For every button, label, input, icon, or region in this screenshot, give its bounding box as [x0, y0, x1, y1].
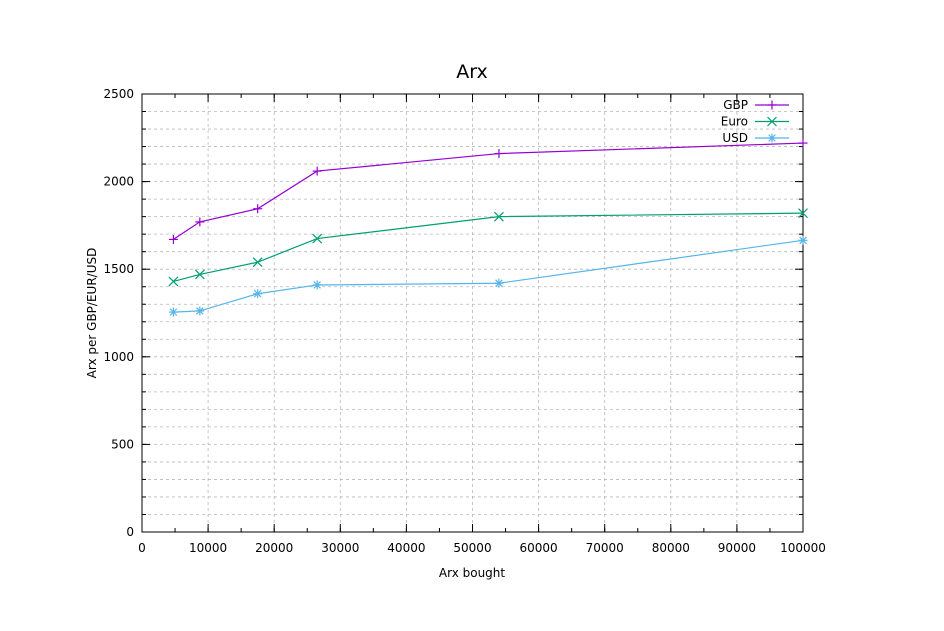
data-point-usd [312, 280, 322, 290]
data-point-gbp [195, 217, 205, 227]
y-axis-label: Arx per GBP/EUR/USD [85, 248, 99, 379]
legend-marker-euro [767, 116, 777, 127]
data-point-euro [798, 208, 808, 219]
x-tick-label: 60000 [520, 541, 558, 555]
y-tick-label: 1000 [103, 350, 134, 364]
series [168, 138, 808, 317]
data-point-usd [195, 306, 205, 316]
x-tick-label: 70000 [586, 541, 624, 555]
legend-marker-gbp [767, 100, 777, 110]
legend-label-euro: Euro [721, 115, 748, 129]
axes: 0 500 1000 1500 2000 2500 0 10000 20000 30000 4000… [103, 87, 825, 555]
data-point-usd [253, 289, 263, 299]
y-tick-label: 2500 [103, 87, 134, 101]
data-point-euro [194, 269, 205, 280]
grid [142, 94, 803, 532]
series-line-usd [173, 239, 804, 313]
data-point-euro [252, 257, 263, 268]
series-line-gbp [173, 142, 804, 240]
legend: GBP Euro USD [721, 98, 789, 145]
x-tick-label: 90000 [718, 541, 756, 555]
x-tick-label: 10000 [189, 541, 227, 555]
data-point-euro [312, 233, 323, 244]
x-tick-label: 100000 [780, 541, 826, 555]
chart-title: Arx [456, 61, 488, 83]
y-tick-label: 1500 [103, 262, 134, 276]
data-point-usd [168, 307, 178, 317]
data-point-usd [494, 278, 504, 288]
x-tick-label: 50000 [453, 541, 491, 555]
y-tick-label: 2000 [103, 175, 134, 189]
data-point-usd [798, 235, 808, 245]
x-axis-label: Arx bought [439, 566, 506, 580]
x-tick-label: 40000 [387, 541, 425, 555]
legend-marker-usd [767, 133, 777, 143]
legend-label-usd: USD [722, 131, 748, 145]
x-tick-label: 20000 [255, 541, 293, 555]
data-point-gbp [312, 166, 322, 176]
data-point-euro [168, 276, 179, 287]
series-line-euro [173, 212, 804, 283]
legend-label-gbp: GBP [723, 98, 748, 112]
data-point-euro [494, 211, 504, 222]
y-tick-label: 0 [126, 525, 134, 539]
data-point-gbp [168, 234, 178, 244]
y-tick-label: 500 [111, 437, 134, 451]
data-point-gbp [798, 138, 808, 148]
x-tick-label: 30000 [321, 541, 359, 555]
data-point-gbp [494, 149, 504, 159]
x-tick-label: 0 [138, 541, 146, 555]
data-point-gbp [253, 204, 263, 214]
x-tick-label: 80000 [652, 541, 690, 555]
